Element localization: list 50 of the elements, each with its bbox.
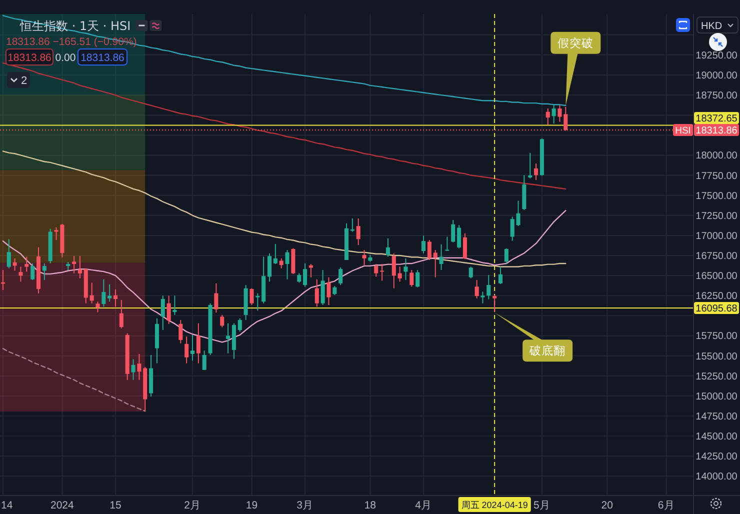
y-tick-label: 16750.00: [696, 251, 738, 262]
y-tick-label: 19000.00: [696, 70, 738, 82]
y-tick-label: 17750.00: [696, 170, 738, 182]
symbol-tag: HSI: [673, 124, 693, 137]
line-series: [2, 62, 566, 190]
x-tick-label: 4月: [415, 500, 432, 512]
y-tick-label: 15250.00: [696, 371, 738, 382]
x-tick-label: 6月: [658, 500, 675, 512]
annotation: 2: [20, 75, 28, 87]
callout: 假突破: [550, 32, 601, 106]
value-box: 18313.86: [78, 48, 128, 66]
x-tick-label: 19: [246, 500, 258, 512]
currency-box: HKD: [696, 16, 738, 34]
price-tag: 18313.86: [694, 124, 739, 137]
y-tick-label: 17500.00: [696, 190, 738, 202]
y-tick-label: 14000.00: [696, 472, 738, 483]
x-tick-label: 15: [110, 500, 122, 512]
x-tick-label: 5月: [534, 500, 550, 512]
x-tick-label: 2024: [50, 500, 74, 512]
y-tick-label: 14750.00: [696, 411, 738, 422]
y-tick-label: 18750.00: [696, 90, 738, 102]
x-tick-label: 2月: [184, 500, 201, 512]
y-tick-label: 15500.00: [696, 351, 738, 362]
y-tick-label: 14250.00: [696, 452, 738, 463]
x-tick-label: 18: [364, 500, 376, 512]
y-tick-label: 15750.00: [696, 331, 738, 342]
y-tick-label: 17000.00: [696, 230, 738, 242]
annotation: 18313.86: [80, 52, 125, 64]
x-tick-label: 3月: [296, 500, 314, 512]
price-tag: 16095.68: [694, 302, 739, 315]
y-tick-label: 16500.00: [696, 271, 738, 282]
x-tick-label: 20: [601, 500, 614, 512]
callout: 破底翻: [494, 312, 573, 362]
y-tick-label: 15000.00: [696, 391, 738, 402]
y-tick-label: 17250.00: [696, 210, 738, 222]
x-tick-label: 14: [1, 500, 13, 512]
price-tag: 18372.65: [694, 112, 739, 125]
y-tick-label: 16250.00: [696, 291, 738, 302]
y-tick-label: 18000.00: [696, 150, 738, 162]
annotation: 0.00: [55, 52, 76, 64]
y-tick-label: 14500.00: [696, 432, 738, 443]
x-tag: 周五 2024-04-19: [458, 497, 531, 512]
y-tick-label: 19250.00: [696, 50, 738, 62]
annotation: 破底翻: [528, 344, 566, 358]
line-series: [2, 348, 146, 412]
annotation: 假突破: [558, 36, 594, 50]
indicators-toggle: 2: [7, 72, 30, 88]
x-tick-label: 周五 2024-04-19: [461, 500, 528, 510]
value-box: 18313.86: [6, 48, 54, 66]
annotation: 18313.86: [8, 52, 52, 64]
